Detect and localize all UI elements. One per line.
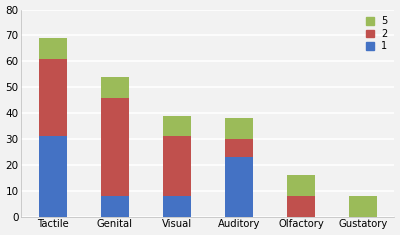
Bar [287, 175, 315, 196]
Bar [163, 196, 191, 217]
Bar [163, 116, 191, 136]
Bar [163, 136, 191, 196]
Bar [38, 136, 66, 217]
Bar [349, 196, 377, 217]
Bar [38, 59, 66, 136]
Bar [38, 38, 66, 59]
Bar [225, 118, 253, 139]
Legend: 5, 2, 1: 5, 2, 1 [364, 14, 390, 53]
Bar [287, 196, 315, 217]
Bar [101, 77, 129, 98]
Bar [225, 139, 253, 157]
Bar [101, 196, 129, 217]
Bar [101, 98, 129, 196]
Bar [225, 157, 253, 217]
